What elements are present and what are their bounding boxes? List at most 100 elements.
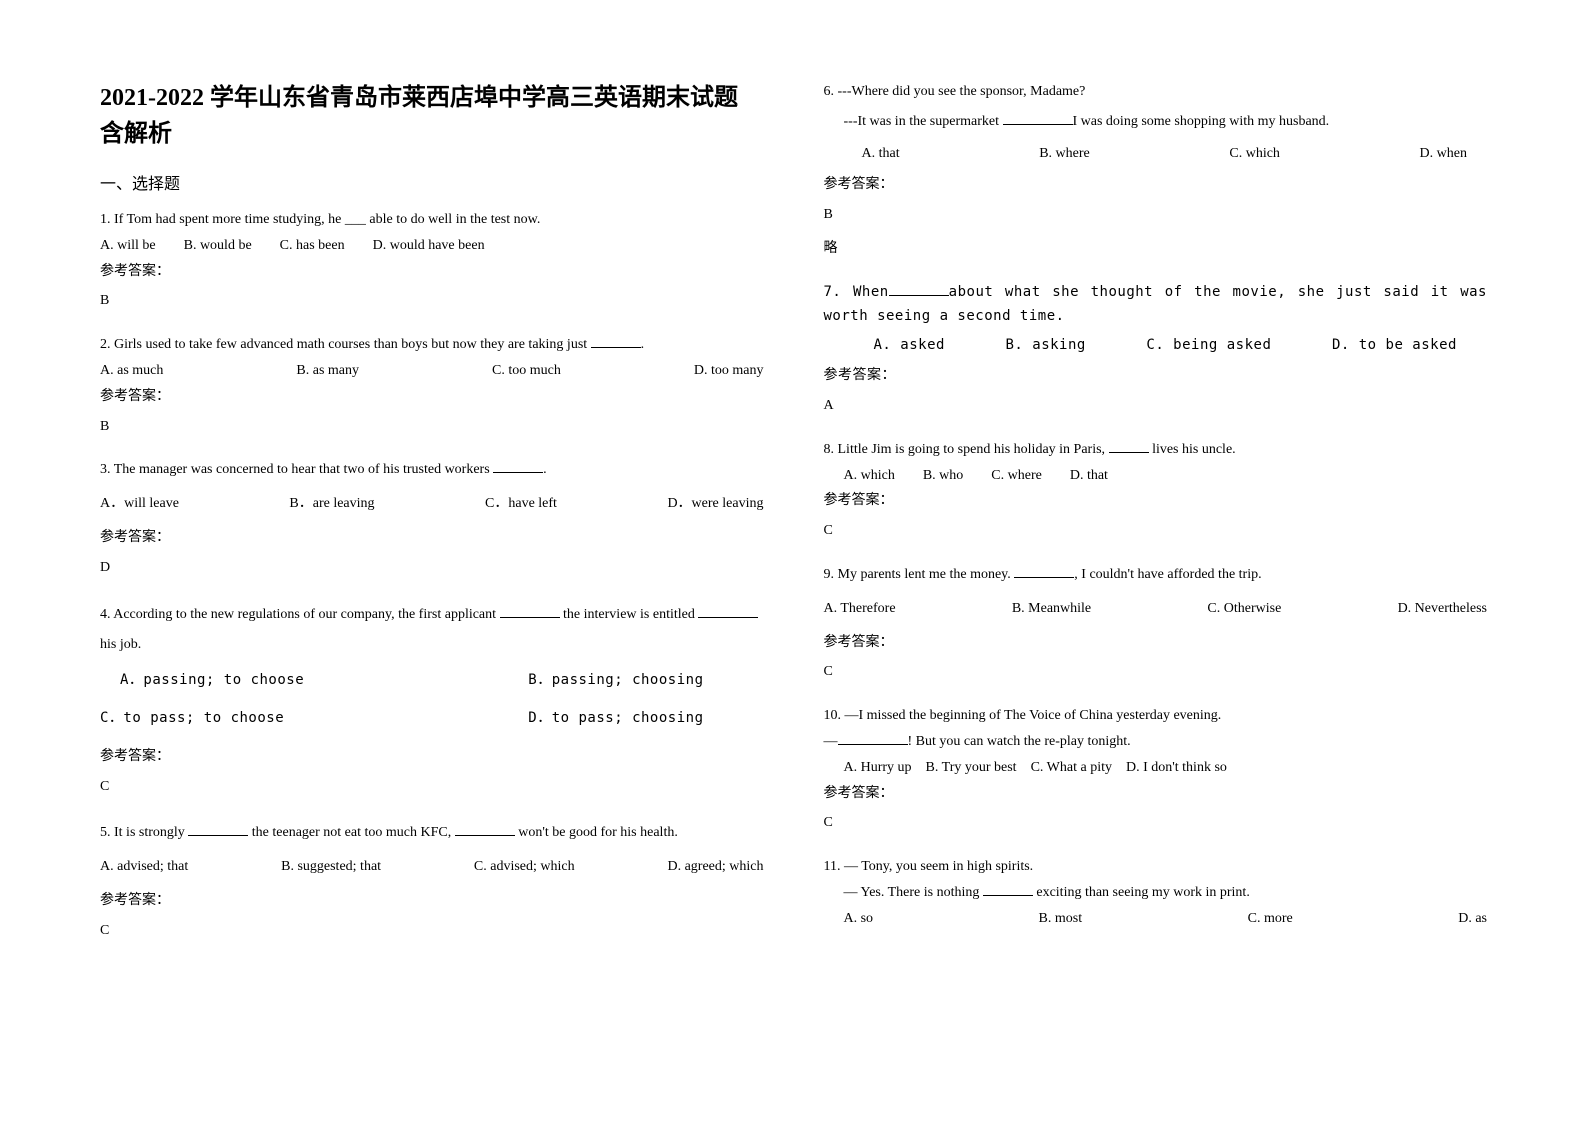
q4-part-b: the interview is entitled	[560, 607, 699, 622]
q5-part-c: won't be good for his health.	[515, 825, 678, 840]
option-row: A．will leave B．are leaving C．have left D…	[100, 492, 764, 516]
option-a: A. will be	[100, 234, 156, 258]
answer-value: B	[100, 289, 764, 313]
option-b: B. asking	[1005, 334, 1085, 358]
option-a: A．will leave	[100, 492, 179, 516]
answer-label: 参考答案：	[100, 526, 764, 550]
option-row: A. Hurry up B. Try your best C. What a p…	[824, 756, 1488, 780]
blank	[983, 883, 1033, 896]
option-d: D. Nevertheless	[1398, 597, 1487, 621]
section-heading: 一、选择题	[100, 170, 764, 194]
option-b: B．passing; choosing	[528, 669, 703, 693]
option-a: A. so	[844, 907, 874, 931]
q4-part-c: his job.	[100, 637, 141, 652]
q9-part-b: , I couldn't have afforded the trip.	[1074, 567, 1261, 582]
q5-part-b: the teenager not eat too much KFC,	[248, 825, 454, 840]
option-c: C. which	[1229, 142, 1280, 166]
question-11: 11. — Tony, you seem in high spirits. — …	[824, 855, 1488, 930]
question-line1: 11. — Tony, you seem in high spirits.	[824, 855, 1488, 879]
title-line1: 2021-2022 学年山东省青岛市莱西店埠中学高三英语期末试题	[100, 80, 764, 116]
answer-label: 参考答案：	[100, 260, 764, 284]
option-c: C．to pass; to choose	[100, 707, 284, 731]
answer-label: 参考答案：	[100, 385, 764, 409]
answer-label: 参考答案：	[824, 173, 1488, 197]
question-line2: —! But you can watch the re-play tonight…	[824, 730, 1488, 754]
option-d: D. would have been	[373, 234, 485, 258]
answer-value: B	[100, 415, 764, 439]
option-d: D. that	[1070, 464, 1108, 488]
answer-value: C	[824, 660, 1488, 684]
option-b: B．are leaving	[289, 492, 374, 516]
q11-part-a: — Yes. There is nothing	[844, 885, 983, 900]
option-a: A．passing; to choose	[120, 669, 304, 693]
answer-label: 参考答案：	[824, 631, 1488, 655]
option-c: C. What a pity	[1031, 756, 1112, 780]
question-6: 6. ---Where did you see the sponsor, Mad…	[824, 80, 1488, 271]
option-d: D. I don't think so	[1126, 756, 1227, 780]
answer-label: 参考答案：	[824, 489, 1488, 513]
option-b: B. Meanwhile	[1012, 597, 1091, 621]
question-text: 7. Whenabout what she thought of the mov…	[824, 281, 1488, 329]
option-a: A. which	[844, 464, 895, 488]
blank	[493, 461, 543, 474]
q8-part-a: 8. Little Jim is going to spend his holi…	[824, 442, 1109, 457]
option-a: A. asked	[874, 334, 945, 358]
blank	[889, 283, 949, 296]
q8-part-b: lives his uncle.	[1149, 442, 1236, 457]
answer-extra: 略	[824, 237, 1488, 261]
option-c: C. has been	[280, 234, 345, 258]
question-line1: 6. ---Where did you see the sponsor, Mad…	[824, 80, 1488, 104]
option-row: A. as much B. as many C. too much D. too…	[100, 359, 764, 383]
option-c: C. Otherwise	[1207, 597, 1281, 621]
option-a: A. Hurry up	[844, 756, 912, 780]
option-c: C．have left	[485, 492, 557, 516]
question-text: 8. Little Jim is going to spend his holi…	[824, 438, 1488, 462]
blank	[698, 605, 758, 618]
q10-part-a: —	[824, 734, 838, 749]
option-b: B. most	[1039, 907, 1083, 931]
blank	[455, 824, 515, 837]
q2-part-a: 2. Girls used to take few advanced math …	[100, 337, 591, 352]
question-4: 4. According to the new regulations of o…	[100, 600, 764, 809]
question-text: 2. Girls used to take few advanced math …	[100, 333, 764, 357]
blank	[838, 732, 908, 745]
title-line2: 含解析	[100, 116, 764, 152]
question-3: 3. The manager was concerned to hear tha…	[100, 458, 764, 589]
option-b: B. Try your best	[926, 756, 1017, 780]
option-d: D. too many	[694, 359, 764, 383]
answer-value: B	[824, 203, 1488, 227]
right-column: 6. ---Where did you see the sponsor, Mad…	[824, 80, 1488, 1082]
option-a: A. advised; that	[100, 855, 188, 879]
option-a: A. that	[862, 142, 900, 166]
question-9: 9. My parents lent me the money. , I cou…	[824, 563, 1488, 694]
question-10: 10. —I missed the beginning of The Voice…	[824, 704, 1488, 845]
option-row: A. so B. most C. more D. as	[824, 907, 1488, 931]
answer-value: C	[824, 811, 1488, 835]
question-5: 5. It is strongly the teenager not eat t…	[100, 818, 764, 952]
question-text: 5. It is strongly the teenager not eat t…	[100, 818, 764, 849]
answer-value: C	[100, 775, 764, 799]
question-8: 8. Little Jim is going to spend his holi…	[824, 438, 1488, 553]
question-line2: ---It was in the supermarket I was doing…	[824, 110, 1488, 134]
q3-part-a: 3. The manager was concerned to hear tha…	[100, 462, 493, 477]
answer-label: 参考答案：	[100, 889, 764, 913]
option-c: C. advised; which	[474, 855, 575, 879]
answer-value: C	[100, 919, 764, 943]
question-7: 7. Whenabout what she thought of the mov…	[824, 281, 1488, 428]
option-row: C．to pass; to choose D．to pass; choosing	[100, 707, 764, 731]
left-column: 2021-2022 学年山东省青岛市莱西店埠中学高三英语期末试题 含解析 一、选…	[100, 80, 764, 1082]
option-a: A. as much	[100, 359, 163, 383]
answer-value: D	[100, 556, 764, 580]
answer-value: A	[824, 394, 1488, 418]
q11-part-b: exciting than seeing my work in print.	[1033, 885, 1250, 900]
option-c: C. too much	[492, 359, 561, 383]
option-b: B. as many	[296, 359, 359, 383]
answer-label: 参考答案：	[824, 782, 1488, 806]
question-text: 3. The manager was concerned to hear tha…	[100, 458, 764, 482]
option-b: B. would be	[184, 234, 252, 258]
option-b: B. suggested; that	[281, 855, 381, 879]
question-1: 1. If Tom had spent more time studying, …	[100, 208, 764, 323]
q3-part-b: .	[543, 462, 547, 477]
q9-part-a: 9. My parents lent me the money.	[824, 567, 1015, 582]
q6-part-b: I was doing some shopping with my husban…	[1073, 114, 1330, 129]
